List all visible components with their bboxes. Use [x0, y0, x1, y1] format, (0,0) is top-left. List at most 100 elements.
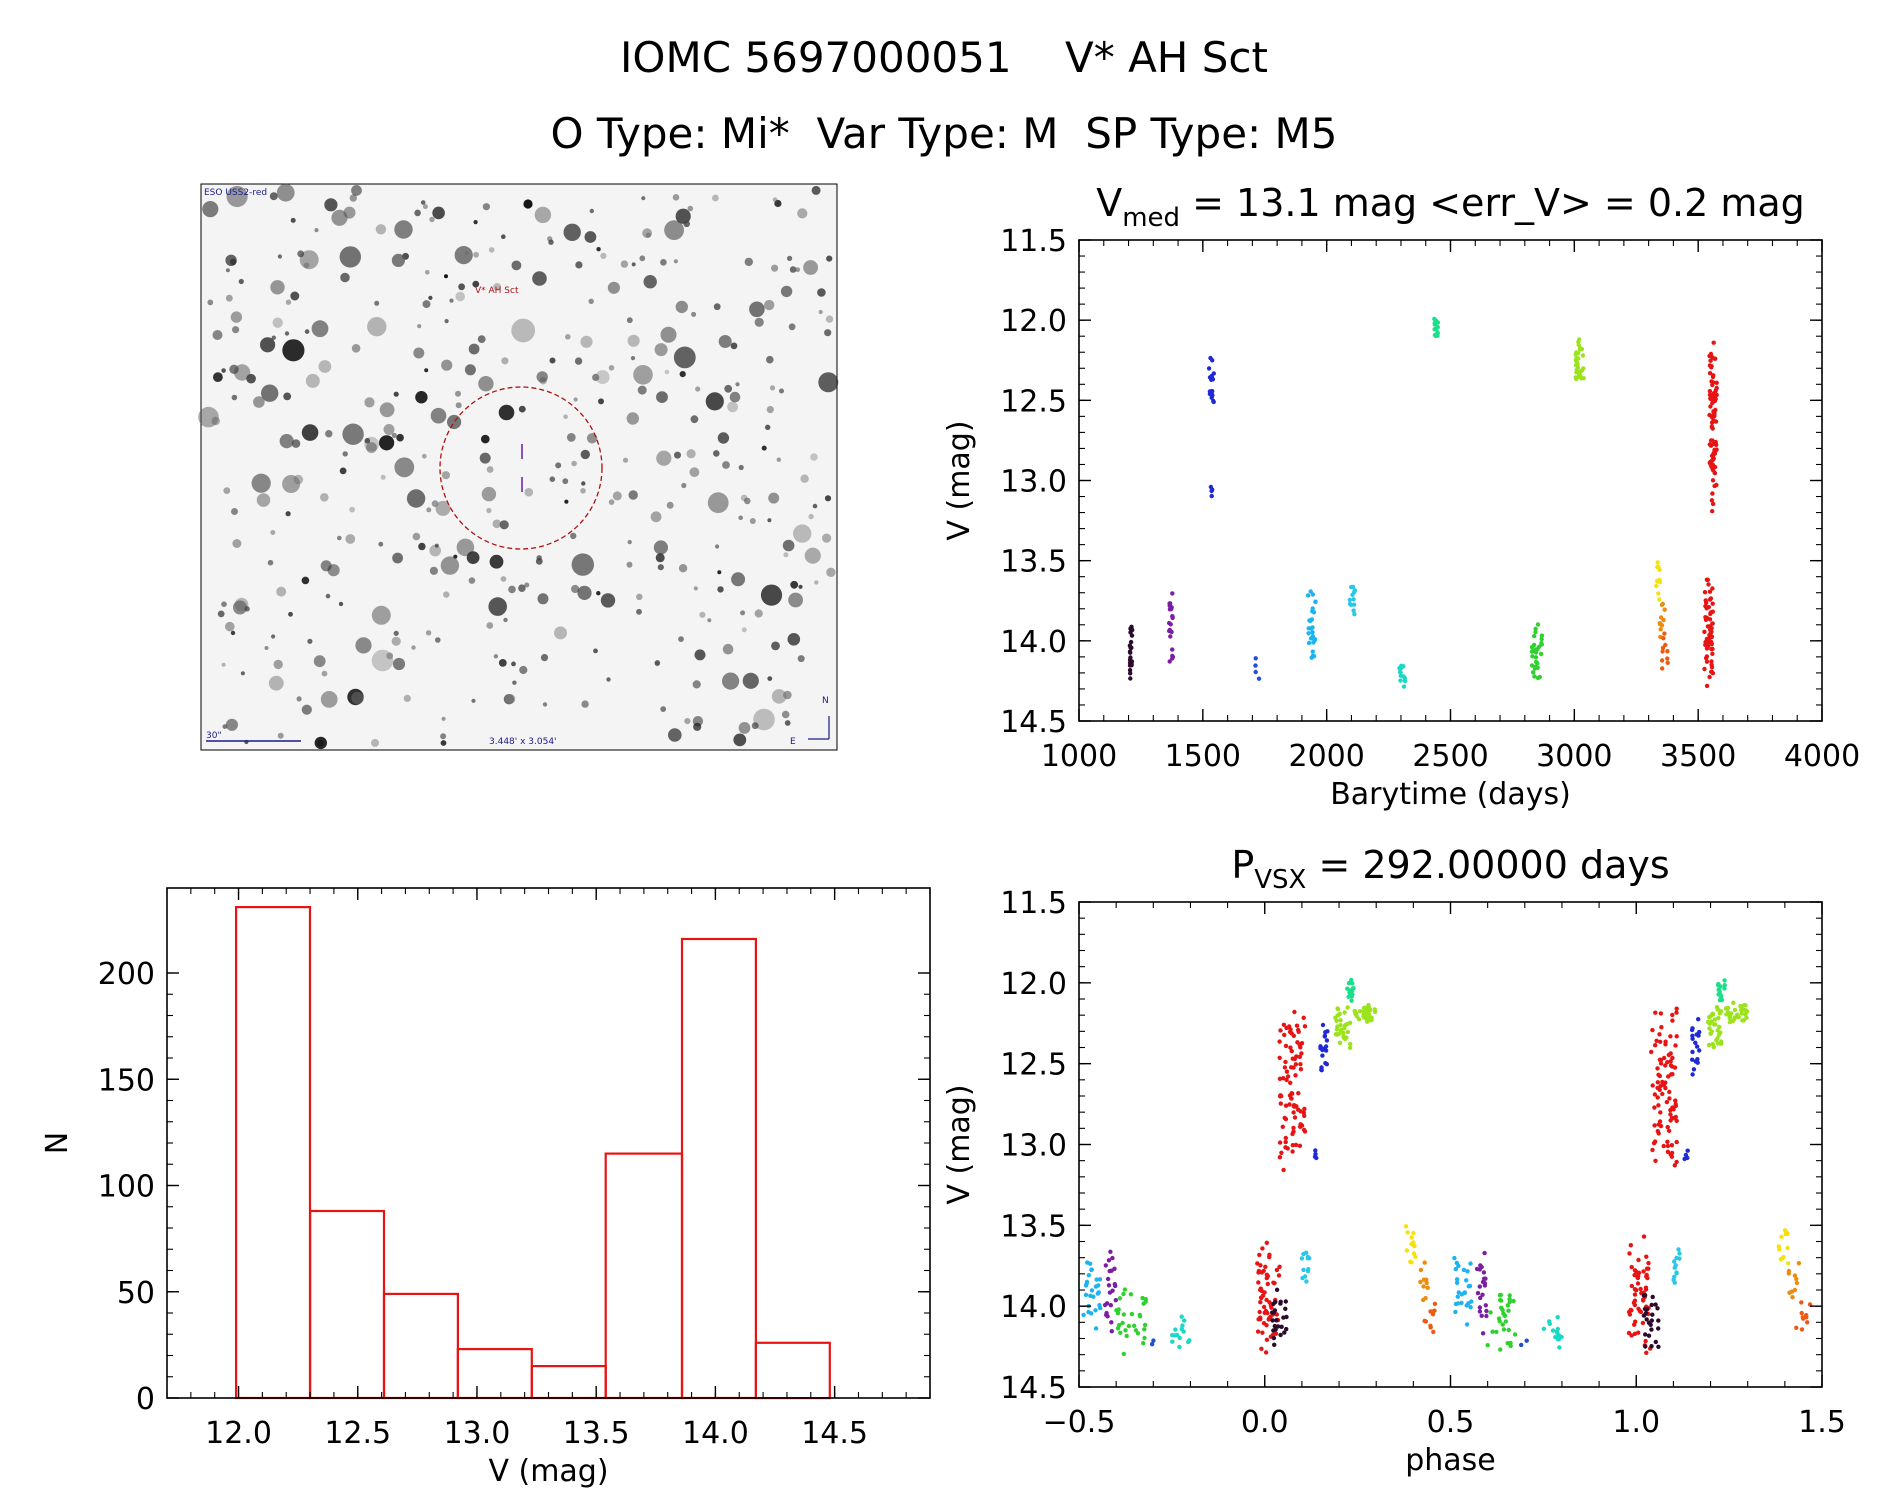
data-point	[1661, 636, 1666, 641]
finder-star	[571, 460, 577, 467]
finder-star	[375, 224, 387, 235]
finder-star	[231, 508, 238, 515]
data-point	[1468, 1261, 1473, 1266]
finder-star	[349, 506, 355, 513]
y-tick-label: 13.0	[1000, 465, 1067, 500]
data-point	[1649, 1049, 1654, 1055]
data-point	[1714, 392, 1719, 397]
finder-star	[338, 601, 344, 607]
data-point	[1301, 1251, 1306, 1257]
data-point	[1707, 1015, 1712, 1020]
data-point	[1723, 1006, 1729, 1011]
finder-star	[500, 576, 507, 582]
data-point	[1253, 669, 1258, 675]
y-tick-label: 11.5	[1000, 886, 1067, 921]
data-point	[1632, 1272, 1637, 1278]
data-point	[1319, 1065, 1324, 1070]
finder-star	[672, 194, 680, 201]
data-point	[1291, 1129, 1296, 1134]
finder-star-field	[198, 183, 839, 750]
finder-star	[598, 398, 604, 405]
data-point	[1405, 1230, 1410, 1235]
finder-star	[626, 412, 639, 425]
finder-star	[301, 704, 312, 715]
data-point	[1142, 1327, 1147, 1332]
data-point	[1503, 1319, 1509, 1324]
data-point	[1672, 1163, 1678, 1168]
y-tick-label: 100	[98, 1170, 155, 1205]
data-point	[1663, 642, 1668, 648]
data-point	[1790, 1295, 1795, 1300]
data-point	[1409, 1235, 1414, 1240]
data-point	[1177, 1335, 1182, 1341]
data-point	[1129, 1311, 1135, 1317]
finder-star	[681, 482, 687, 489]
y-tick-label: 200	[98, 957, 155, 992]
data-point	[1649, 1327, 1654, 1332]
data-point	[1272, 1342, 1277, 1348]
data-point	[1305, 1268, 1311, 1274]
finder-star	[232, 326, 240, 334]
data-point	[1779, 1234, 1784, 1240]
data-point	[1703, 603, 1708, 609]
finder-star	[403, 694, 411, 703]
data-point	[1709, 498, 1715, 503]
finder-star	[429, 566, 438, 575]
data-point	[1468, 1305, 1473, 1310]
finder-star	[367, 317, 387, 337]
data-point	[1289, 1065, 1294, 1070]
finder-star	[761, 445, 767, 451]
data-point	[1301, 1267, 1306, 1273]
finder-star	[713, 303, 721, 311]
data-point	[1403, 1224, 1409, 1229]
finder-star	[455, 291, 466, 302]
data-point	[1170, 1339, 1175, 1344]
finder-star	[666, 501, 674, 509]
data-point	[1655, 564, 1660, 570]
data-point	[1673, 1263, 1678, 1268]
finder-star	[808, 513, 814, 520]
finder-star	[673, 346, 696, 369]
finder-star	[435, 500, 451, 516]
data-point	[1673, 1103, 1679, 1109]
data-point	[1298, 1109, 1303, 1114]
compass-icon	[808, 716, 830, 740]
finder-star	[256, 493, 271, 507]
finder-star	[301, 424, 319, 441]
finder-star	[771, 641, 780, 651]
finder-star	[486, 622, 494, 629]
finder-star	[455, 402, 462, 409]
data-point	[1283, 1299, 1289, 1304]
data-point	[1498, 1297, 1503, 1303]
data-point	[1649, 1344, 1654, 1349]
data-point	[1346, 981, 1352, 986]
data-point	[1664, 1099, 1670, 1105]
data-point	[1453, 1266, 1459, 1272]
data-point	[1432, 322, 1438, 327]
finder-star	[679, 371, 686, 378]
finder-star	[290, 217, 296, 223]
data-point	[1293, 1104, 1298, 1109]
finder-star	[636, 608, 642, 615]
data-point	[1322, 1034, 1328, 1039]
data-point	[1709, 659, 1714, 664]
data-point	[1535, 661, 1540, 666]
finder-frame	[200, 183, 838, 751]
data-point	[1484, 1313, 1489, 1319]
data-point	[1710, 382, 1715, 388]
data-point	[1643, 1332, 1648, 1337]
data-point	[1709, 415, 1715, 420]
data-point	[1277, 1094, 1283, 1099]
x-tick-label: 13.0	[444, 1416, 511, 1451]
data-point	[1128, 639, 1134, 645]
data-point	[1657, 1057, 1663, 1063]
data-point	[1350, 584, 1356, 590]
finder-star	[788, 592, 803, 608]
data-point	[1644, 1317, 1649, 1322]
data-point	[1643, 1344, 1648, 1349]
finder-star	[695, 386, 701, 392]
data-point	[1710, 466, 1715, 472]
data-point	[1674, 1139, 1679, 1145]
data-point	[1135, 1331, 1141, 1336]
finder-star	[787, 633, 801, 646]
